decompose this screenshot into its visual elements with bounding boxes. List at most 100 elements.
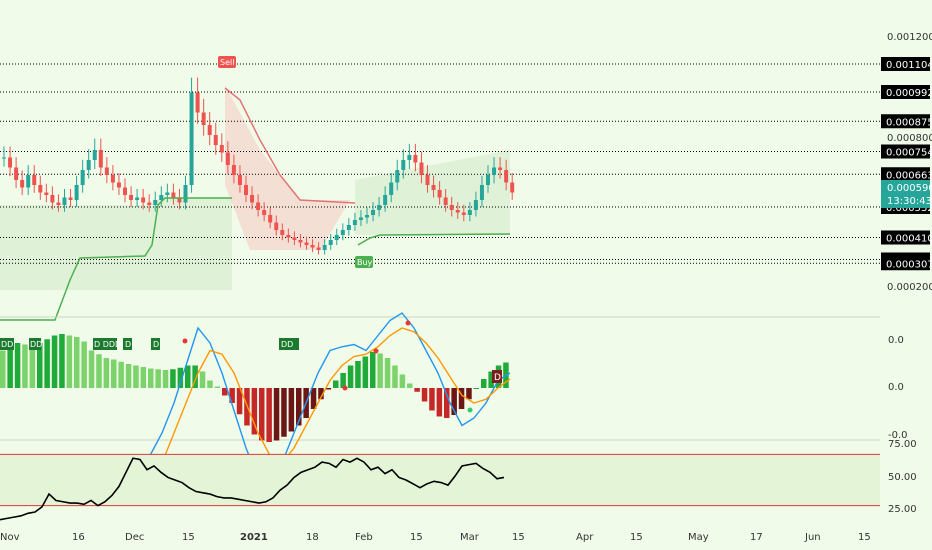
- time-tick-label: 2021: [240, 532, 268, 543]
- candle-body: [425, 175, 430, 185]
- candle-body: [401, 160, 406, 170]
- candle-body: [147, 202, 152, 205]
- macd-histogram-bar: [407, 383, 413, 388]
- macd-histogram-bar: [7, 346, 13, 388]
- time-tick-label: 16: [72, 532, 85, 543]
- candle-body: [449, 205, 454, 210]
- macd-histogram-bar: [384, 358, 391, 388]
- candle-body: [135, 197, 140, 200]
- candle-body: [304, 242, 309, 245]
- candle-body: [498, 167, 503, 170]
- time-tick-label: 15: [410, 532, 423, 543]
- level-tag-label: 0.001104: [886, 60, 932, 71]
- macd-histogram-bar: [310, 388, 317, 409]
- macd-histogram-bar: [111, 359, 117, 388]
- candle-body: [292, 237, 297, 240]
- candle-body: [395, 170, 400, 183]
- candle-body: [165, 192, 170, 195]
- svg-text:D DDD: D DDD: [94, 340, 121, 349]
- candle-body: [56, 202, 61, 205]
- level-tag-label: 0.000663: [886, 170, 932, 181]
- candle-body: [346, 225, 351, 230]
- level-tag-label: 0.000307: [886, 259, 932, 270]
- candle-body: [467, 210, 472, 215]
- time-tick-label: 18: [306, 532, 319, 543]
- candle-body: [44, 192, 49, 195]
- macd-histogram-bar: [429, 388, 435, 411]
- price-pane[interactable]: [0, 63, 880, 321]
- candle-body: [26, 175, 31, 188]
- macd-histogram-bar: [103, 358, 110, 388]
- stop-line-up: [0, 197, 232, 321]
- macd-histogram-bar: [458, 388, 465, 409]
- time-axis[interactable]: Nov 16 Dec 15 2021 18 Feb 15 Mar 15 Apr …: [0, 532, 871, 543]
- macd-histogram-bar: [74, 337, 80, 388]
- macd-histogram-bar: [340, 373, 346, 388]
- current-price-tag: 0.000590 13:30:43: [881, 180, 932, 208]
- level-tag-label: 0.000992: [886, 88, 932, 99]
- candle-body: [50, 195, 55, 203]
- candle-body: [244, 185, 248, 195]
- time-tick-label: 15: [630, 532, 643, 543]
- macd-tick-label: 0.0: [888, 335, 904, 346]
- rsi-tick-label: 25.00: [888, 504, 917, 515]
- candle-body: [20, 180, 25, 188]
- candle-body: [510, 182, 515, 193]
- candle-body: [250, 195, 255, 203]
- candle-body: [431, 185, 436, 190]
- candle-body: [280, 230, 285, 235]
- macd-histogram-bar: [170, 369, 176, 388]
- macd-axis[interactable]: 0.0 0.0 -0.0: [888, 335, 908, 441]
- macd-histogram-bar: [222, 388, 228, 396]
- time-tick-label: May: [688, 532, 709, 543]
- candle-body: [340, 230, 345, 235]
- candle-body: [371, 210, 376, 215]
- level-tag-box: [881, 144, 930, 159]
- candle-body: [328, 240, 333, 245]
- candle-body: [153, 200, 158, 205]
- candle-body: [274, 222, 279, 230]
- time-tick-label: 15: [858, 532, 871, 543]
- candle-body: [461, 212, 466, 215]
- macd-histogram-bar: [436, 388, 443, 417]
- macd-histogram-bar: [29, 346, 36, 388]
- candle-body: [159, 195, 164, 200]
- macd-histogram-bar: [296, 388, 302, 426]
- candle-body: [492, 167, 497, 175]
- macd-histogram-bar: [259, 388, 265, 441]
- macd-histogram-bar: [392, 365, 398, 388]
- macd-pane[interactable]: [0, 312, 511, 487]
- macd-histogram-bar: [199, 371, 206, 388]
- candle-body: [377, 205, 382, 210]
- macd-histogram-bar: [414, 388, 420, 392]
- candle-body: [38, 185, 43, 193]
- candle-body: [219, 145, 224, 153]
- cross-dot: [342, 385, 348, 391]
- macd-histogram-bar: [118, 361, 124, 388]
- candle-body: [86, 160, 91, 170]
- macd-histogram-bar: [473, 388, 480, 389]
- macd-histogram-bar: [399, 374, 406, 388]
- macd-histogram-bar: [214, 386, 221, 388]
- time-tick-label: Apr: [576, 532, 594, 543]
- candle-body: [479, 185, 484, 200]
- macd-histogram-bar: [488, 371, 494, 388]
- macd-histogram-bar: [148, 368, 154, 388]
- rsi-axis[interactable]: 75.00 50.00 25.00: [888, 439, 917, 515]
- candle-body: [110, 175, 115, 183]
- time-tick-label: Jun: [804, 532, 821, 543]
- level-tag-label: 0.000410: [886, 234, 932, 245]
- macd-histogram-bar: [37, 343, 43, 388]
- macd-histogram-bar: [333, 380, 339, 388]
- macd-histogram-bar: [355, 361, 361, 388]
- macd-histogram-bar: [451, 388, 457, 415]
- time-tick-label: Mar: [460, 532, 480, 543]
- macd-histogram-bar: [185, 365, 191, 388]
- macd-histogram-bar: [466, 388, 472, 400]
- price-axis[interactable]: 0.001200 0.000800 0.000200: [887, 32, 932, 293]
- rsi-pane[interactable]: [0, 453, 880, 521]
- candle-body: [129, 195, 134, 200]
- macd-histogram-bar: [318, 388, 324, 400]
- rsi-tick-label: 75.00: [888, 439, 917, 450]
